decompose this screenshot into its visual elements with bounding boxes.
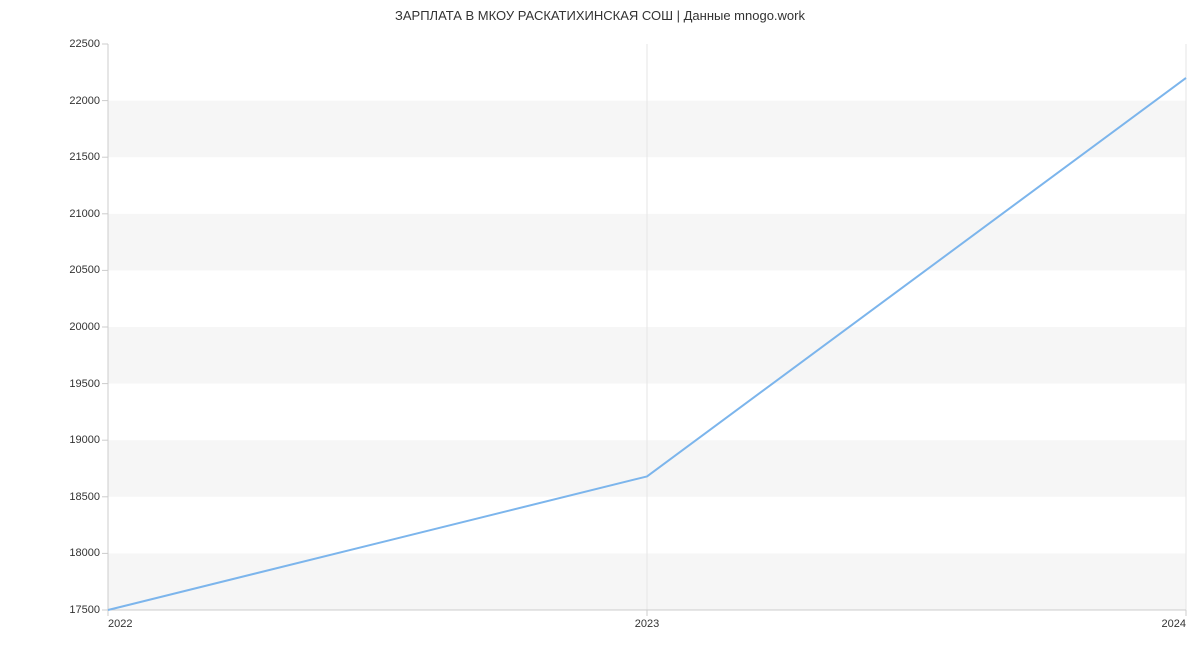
plot-svg <box>108 44 1186 610</box>
y-tick-label: 18000 <box>0 547 100 559</box>
y-tick-label: 22500 <box>0 38 100 50</box>
y-tick-label: 18500 <box>0 491 100 503</box>
salary-line-chart: ЗАРПЛАТА В МКОУ РАСКАТИХИНСКАЯ СОШ | Дан… <box>0 0 1200 650</box>
y-tick-label: 22000 <box>0 95 100 107</box>
y-tick-label: 19000 <box>0 434 100 446</box>
y-tick-label: 20500 <box>0 264 100 276</box>
x-tick-label: 2022 <box>108 618 132 630</box>
y-tick-label: 19500 <box>0 378 100 390</box>
y-tick-label: 21500 <box>0 151 100 163</box>
x-tick-label: 2023 <box>635 618 659 630</box>
x-tick-label: 2024 <box>1162 618 1186 630</box>
y-tick-label: 20000 <box>0 321 100 333</box>
plot-area <box>108 44 1186 610</box>
y-tick-label: 17500 <box>0 604 100 616</box>
chart-title: ЗАРПЛАТА В МКОУ РАСКАТИХИНСКАЯ СОШ | Дан… <box>0 8 1200 23</box>
y-tick-label: 21000 <box>0 208 100 220</box>
